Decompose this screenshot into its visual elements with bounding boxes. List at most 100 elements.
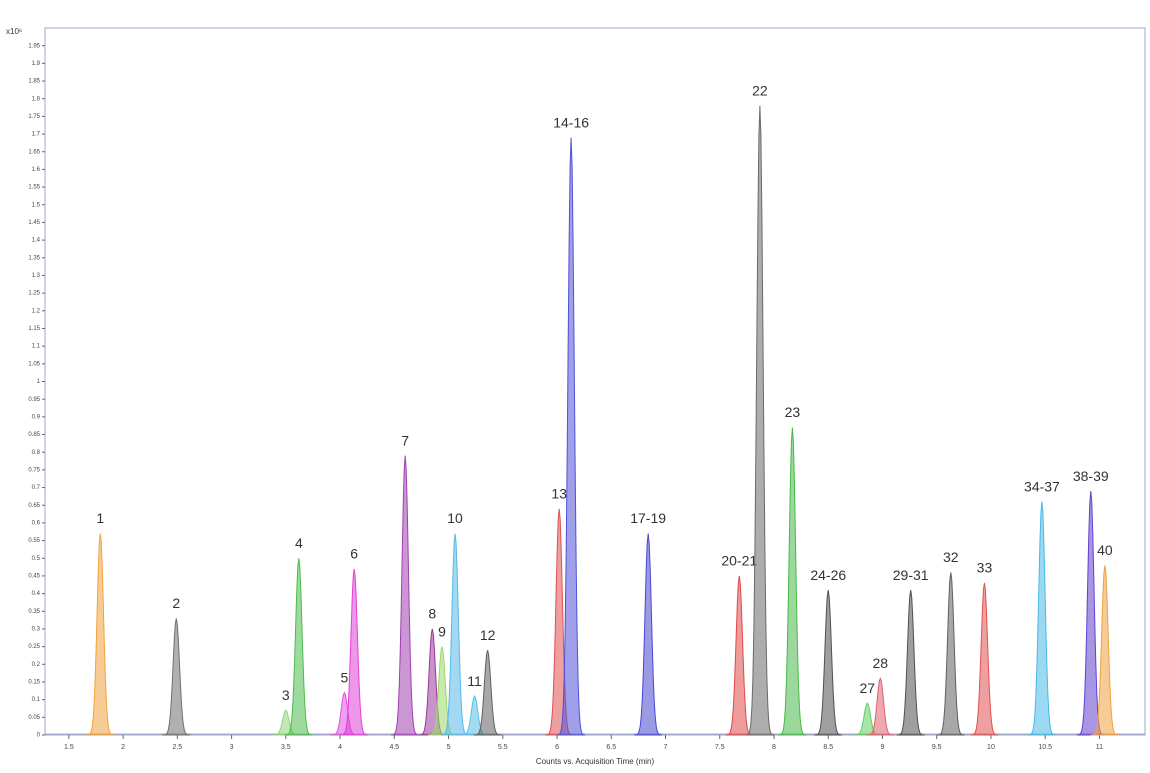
y-tick-label: 1.85 bbox=[28, 79, 40, 85]
y-tick-label: 0.7 bbox=[32, 485, 41, 491]
x-tick-label: 2.5 bbox=[172, 744, 182, 751]
peak bbox=[284, 558, 313, 736]
y-tick-label: 0.2 bbox=[32, 662, 41, 668]
peak-label: 9 bbox=[438, 623, 446, 639]
y-tick-label: 1.55 bbox=[28, 185, 40, 191]
peak bbox=[745, 105, 774, 736]
y-tick-label: 0.5 bbox=[32, 556, 41, 562]
y-tick-label: 0.15 bbox=[28, 680, 40, 686]
y-tick-label: 0.95 bbox=[28, 397, 40, 403]
peak-label: 33 bbox=[977, 560, 993, 576]
x-tick-label: 7 bbox=[664, 744, 668, 751]
x-tick-label: 3 bbox=[230, 744, 234, 751]
peak-label: 20-21 bbox=[721, 553, 757, 569]
x-tick-label: 7.5 bbox=[715, 744, 725, 751]
x-tick-label: 6 bbox=[555, 744, 559, 751]
peak-label: 27 bbox=[859, 680, 875, 696]
peak-label: 17-19 bbox=[630, 510, 666, 526]
peak-label: 23 bbox=[785, 404, 801, 420]
peak bbox=[634, 533, 663, 736]
peak bbox=[1027, 501, 1056, 736]
y-tick-label: 1.95 bbox=[28, 43, 40, 49]
x-tick-label: 3.5 bbox=[281, 744, 291, 751]
x-axis-title: Counts vs. Acquisition Time (min) bbox=[536, 757, 655, 766]
x-tick-label: 6.5 bbox=[606, 744, 616, 751]
y-tick-label: 0.25 bbox=[28, 644, 40, 650]
x-tick-label: 5 bbox=[447, 744, 451, 751]
y-tick-label: 1.45 bbox=[28, 220, 40, 226]
y-tick-label: 1.2 bbox=[32, 308, 41, 314]
y-tick-label: 0.05 bbox=[28, 715, 40, 721]
peak bbox=[557, 137, 586, 736]
x-tick-label: 11 bbox=[1096, 744, 1103, 751]
x-tick-label: 2 bbox=[121, 744, 125, 751]
x-tick-label: 5.5 bbox=[498, 744, 508, 751]
peak bbox=[391, 455, 420, 736]
y-tick-label: 1.8 bbox=[32, 96, 41, 102]
peak bbox=[340, 568, 369, 736]
peak bbox=[162, 618, 191, 736]
peak bbox=[866, 676, 895, 736]
peak bbox=[896, 590, 925, 736]
peak-label: 10 bbox=[447, 510, 463, 526]
peak bbox=[936, 572, 965, 736]
peak bbox=[1090, 565, 1119, 736]
peak-label: 13 bbox=[551, 485, 567, 501]
x-tick-label: 8.5 bbox=[823, 744, 833, 751]
y-tick-label: 1.4 bbox=[32, 238, 41, 244]
peak-label: 34-37 bbox=[1024, 478, 1060, 494]
plot-frame bbox=[44, 27, 1146, 736]
peak-label: 28 bbox=[873, 655, 889, 671]
y-tick-label: 1.25 bbox=[28, 291, 40, 297]
peak-label: 14-16 bbox=[553, 114, 589, 130]
peak-label: 6 bbox=[350, 546, 358, 562]
y-tick-label: 0.6 bbox=[32, 520, 41, 526]
y-tick-label: 1.3 bbox=[32, 273, 41, 279]
peak bbox=[86, 533, 115, 736]
y-tick-label: 1.6 bbox=[32, 167, 41, 173]
peak bbox=[441, 533, 470, 736]
x-tick-label: 10 bbox=[987, 744, 995, 751]
y-tick-label: 1.7 bbox=[32, 132, 41, 138]
peak-label: 22 bbox=[752, 82, 768, 98]
y-tick-label: 1.65 bbox=[28, 149, 40, 155]
x-tick-label: 1.5 bbox=[64, 744, 74, 751]
y-tick-label: 1.9 bbox=[32, 61, 41, 67]
peak bbox=[970, 582, 999, 736]
y-tick-label: 1.5 bbox=[32, 202, 41, 208]
peak bbox=[725, 575, 754, 736]
y-tick-label: 1 bbox=[37, 379, 41, 385]
peak bbox=[778, 427, 807, 736]
peak-label: 8 bbox=[428, 606, 436, 622]
peak-label: 4 bbox=[295, 535, 303, 551]
peak-label: 3 bbox=[282, 687, 290, 703]
y-tick-label: 1.35 bbox=[28, 255, 40, 261]
x-tick-label: 10.5 bbox=[1038, 744, 1052, 751]
y-tick-label: 0.45 bbox=[28, 574, 40, 580]
y-tick-label: 1.15 bbox=[28, 326, 40, 332]
peak bbox=[814, 590, 843, 736]
y-tick-label: 0.65 bbox=[28, 503, 40, 509]
y-tick-label: 0.85 bbox=[28, 432, 40, 438]
peak-label: 2 bbox=[172, 595, 180, 611]
y-tick-label: 0.4 bbox=[32, 591, 41, 597]
x-tick-label: 9 bbox=[881, 744, 885, 751]
peak bbox=[473, 650, 502, 736]
peak-label: 32 bbox=[943, 549, 959, 565]
y-tick-label: 0 bbox=[37, 733, 41, 739]
y-tick-label: 1.05 bbox=[28, 361, 40, 367]
y-unit: x10⁶ bbox=[6, 27, 22, 36]
peak-label: 5 bbox=[341, 669, 349, 685]
peak-label: 7 bbox=[401, 432, 409, 448]
peak-label: 12 bbox=[480, 627, 496, 643]
x-tick-label: 8 bbox=[772, 744, 776, 751]
x-tick-label: 4 bbox=[338, 744, 342, 751]
x-tick-label: 9.5 bbox=[932, 744, 942, 751]
peak-label: 29-31 bbox=[893, 567, 929, 583]
peak-label: 40 bbox=[1097, 542, 1113, 558]
y-tick-label: 1.1 bbox=[32, 344, 41, 350]
y-tick-label: 0.35 bbox=[28, 609, 40, 615]
y-tick-label: 0.75 bbox=[28, 467, 40, 473]
